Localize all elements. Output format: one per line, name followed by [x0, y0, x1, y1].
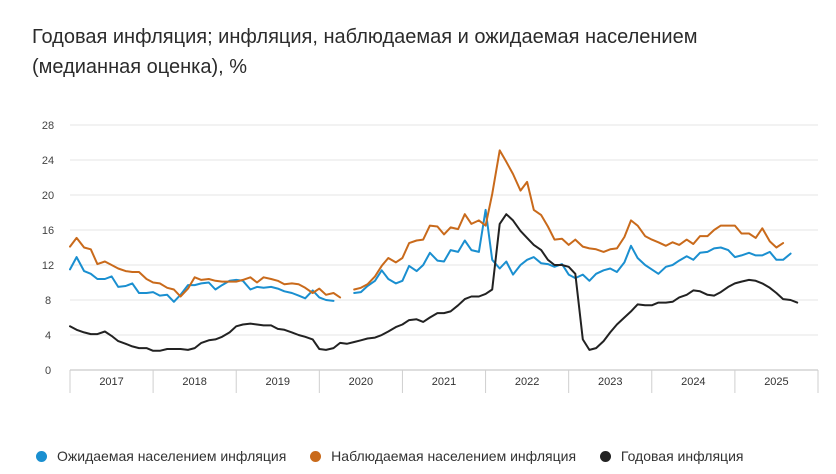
legend-dot-icon: [599, 450, 611, 462]
x-axis: 2017 2018 2019 2020 2021 2022 2023 2024 2025: [69, 369, 819, 393]
y-axis-ticks: 0 4 8 12 16 20 24 28: [42, 120, 54, 377]
series-line-2: [69, 149, 785, 299]
gridlines: [70, 124, 818, 336]
x-tick-label: 2024: [681, 376, 705, 388]
legend-dot-icon: [36, 450, 47, 462]
y-tick-label: 16: [42, 225, 54, 237]
x-tick-label: 2018: [182, 376, 206, 388]
y-tick-label: 8: [45, 295, 51, 307]
x-tick-label: 2022: [515, 376, 539, 388]
x-tick-label: 2017: [99, 376, 123, 388]
series-lines: [69, 149, 799, 352]
legend-dot-icon: [310, 450, 322, 462]
x-tick-label: 2019: [266, 376, 290, 388]
series-line-3: [69, 213, 799, 352]
legend-item-annual[interactable]: Годовая инфляция: [599, 448, 744, 464]
y-tick-label: 0: [45, 365, 51, 377]
legend: Ожидаемая населением инфляция Наблюдаема…: [36, 448, 763, 465]
legend-item-observed[interactable]: Наблюдаемая населением инфляция: [310, 448, 576, 464]
legend-label: Наблюдаемая населением инфляция: [331, 448, 577, 464]
y-tick-label: 4: [45, 330, 51, 342]
y-tick-label: 20: [42, 190, 54, 202]
x-tick-label: 2021: [432, 376, 456, 388]
y-tick-label: 28: [42, 120, 54, 132]
y-tick-label: 24: [42, 155, 54, 167]
x-tick-label: 2025: [764, 376, 788, 388]
legend-label: Ожидаемая населением инфляция: [57, 448, 287, 464]
series-line-1: [69, 208, 792, 303]
chart-title: Годовая инфляция; инфляция, наблюдаемая …: [32, 26, 698, 78]
x-tick-label: 2023: [598, 376, 622, 388]
legend-label: Годовая инфляция: [620, 448, 744, 464]
x-tick-label: 2020: [349, 376, 373, 388]
y-tick-label: 12: [42, 260, 54, 272]
legend-item-expected[interactable]: Ожидаемая населением инфляция: [36, 448, 286, 464]
